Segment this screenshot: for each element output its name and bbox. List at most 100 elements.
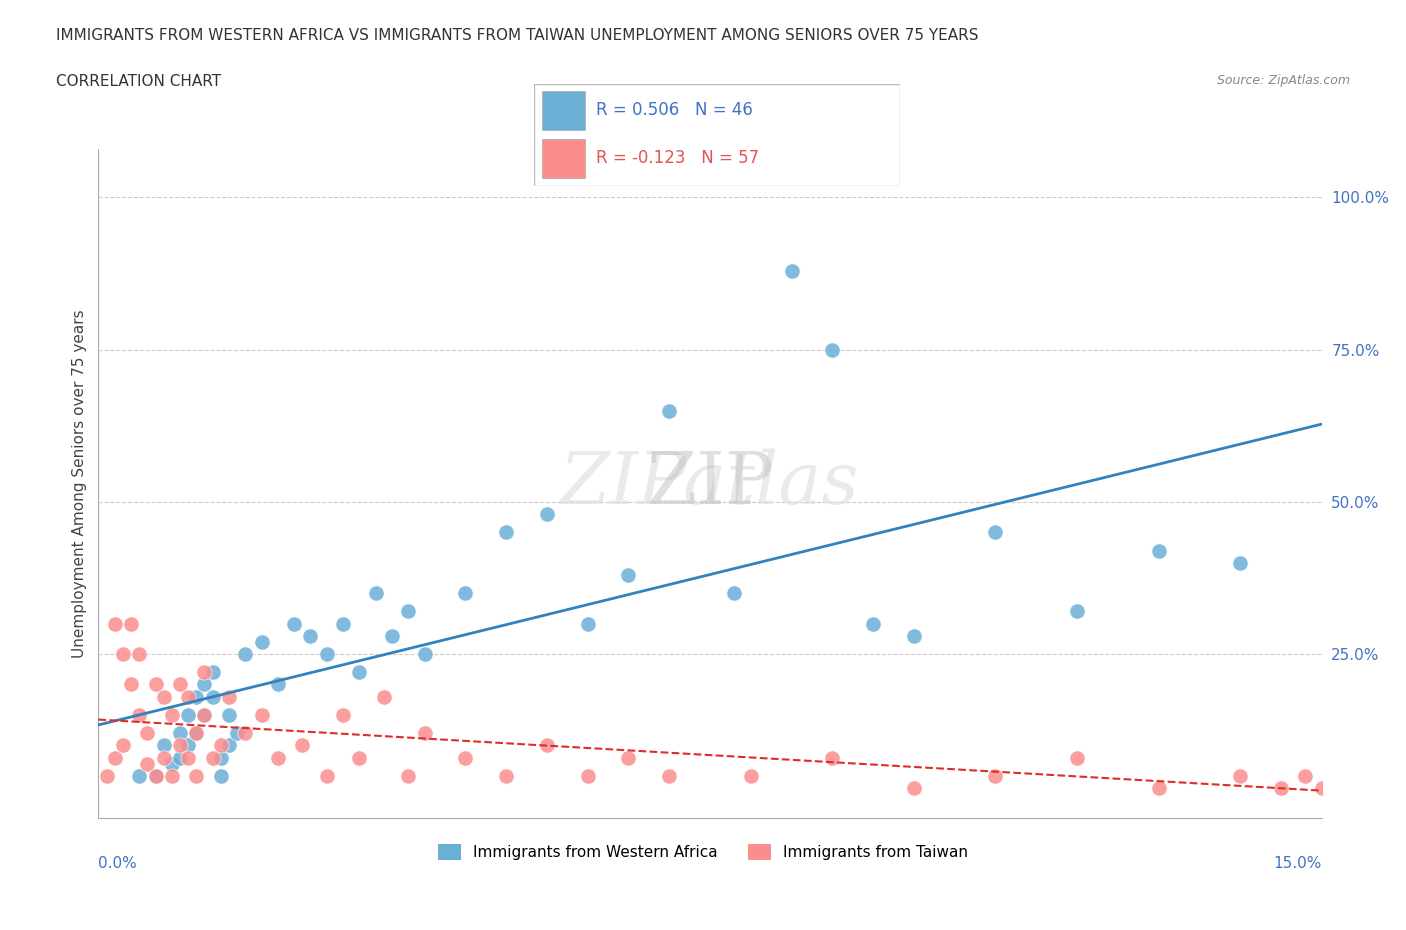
Point [658,768,681,783]
Point [160,768,183,783]
Point [250,634,273,649]
Text: R = 0.506   N = 46: R = 0.506 N = 46 [596,101,754,119]
Text: CORRELATION CHART: CORRELATION CHART [56,74,221,89]
Point [128,708,150,723]
Point [169,751,191,765]
Point [152,737,174,752]
Point [984,525,1007,539]
Point [226,725,249,740]
Point [658,403,681,418]
Point [193,665,215,680]
Point [218,689,240,704]
Point [454,586,477,601]
Point [111,737,134,752]
Point [1147,780,1170,795]
Point [381,629,404,644]
Point [111,646,134,661]
Point [1351,780,1374,795]
Point [267,751,290,765]
Text: R = -0.123   N = 57: R = -0.123 N = 57 [596,150,759,167]
Point [903,780,925,795]
Point [1294,768,1316,783]
Point [291,737,314,752]
Point [332,708,354,723]
Point [120,617,142,631]
Point [209,751,232,765]
Point [201,751,224,765]
Point [495,768,517,783]
Point [145,768,167,783]
Point [209,768,232,783]
Point [186,725,208,740]
Point [145,677,167,692]
Point [120,677,142,692]
Point [177,708,200,723]
Point [145,768,167,783]
Point [177,737,200,752]
Point [349,665,371,680]
Point [136,756,159,771]
Point [413,725,436,740]
Point [1229,768,1251,783]
Point [233,646,256,661]
Point [186,689,208,704]
Point [160,708,183,723]
Point [536,737,558,752]
Point [152,689,174,704]
Point [576,768,599,783]
FancyBboxPatch shape [541,139,585,178]
Point [193,708,215,723]
Point [193,677,215,692]
Point [617,567,640,582]
Point [1066,751,1088,765]
Point [250,708,273,723]
Point [218,737,240,752]
Point [740,768,762,783]
Point [136,725,159,740]
Point [495,525,517,539]
Point [413,646,436,661]
Point [267,677,290,692]
Point [1147,543,1170,558]
Point [576,617,599,631]
Text: 0.0%: 0.0% [98,856,138,870]
Point [169,737,191,752]
Point [984,768,1007,783]
Point [186,768,208,783]
Point [201,665,224,680]
Point [283,617,305,631]
Point [201,689,224,704]
Point [1375,768,1398,783]
Point [1270,780,1292,795]
Point [104,751,127,765]
Point [169,677,191,692]
Point [209,737,232,752]
Point [536,507,558,522]
Point [177,751,200,765]
Point [315,646,337,661]
Text: 15.0%: 15.0% [1274,856,1322,870]
Text: IMMIGRANTS FROM WESTERN AFRICA VS IMMIGRANTS FROM TAIWAN UNEMPLOYMENT AMONG SENI: IMMIGRANTS FROM WESTERN AFRICA VS IMMIGR… [56,28,979,43]
Point [218,708,240,723]
Point [315,768,337,783]
Point [396,604,419,618]
Point [193,708,215,723]
FancyBboxPatch shape [541,91,585,130]
Point [299,629,322,644]
Y-axis label: Unemployment Among Seniors over 75 years: Unemployment Among Seniors over 75 years [72,310,87,658]
Text: Source: ZipAtlas.com: Source: ZipAtlas.com [1216,74,1350,87]
Point [862,617,884,631]
Text: ZIP: ZIP [647,448,773,519]
Point [152,751,174,765]
Point [186,725,208,740]
Point [821,342,844,357]
Point [128,768,150,783]
Point [454,751,477,765]
Point [104,617,127,631]
Point [396,768,419,783]
Legend: Immigrants from Western Africa, Immigrants from Taiwan: Immigrants from Western Africa, Immigran… [432,838,974,867]
Point [903,629,925,644]
Point [169,725,191,740]
Point [96,768,118,783]
Point [332,617,354,631]
